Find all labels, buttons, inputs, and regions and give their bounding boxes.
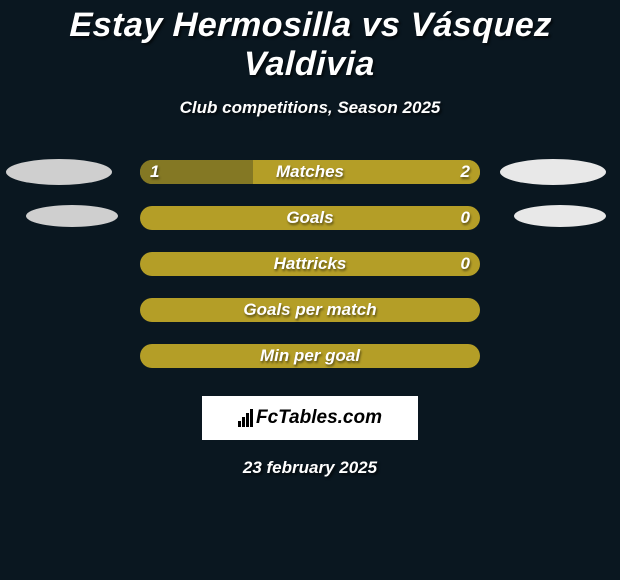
stat-bar: 12Matches: [140, 160, 480, 184]
stat-bar: 0Goals: [140, 206, 480, 230]
stat-label: Goals per match: [140, 298, 480, 322]
logo-icon: [238, 409, 253, 427]
stat-label: Min per goal: [140, 344, 480, 368]
stats-rows: 12Matches 0Goals 0Hattricks Goals per match…: [0, 160, 620, 390]
stat-row: 12Matches: [0, 160, 620, 206]
stat-bar: Min per goal: [140, 344, 480, 368]
stat-row: Min per goal: [0, 344, 620, 390]
stat-label: Hattricks: [140, 252, 480, 276]
stat-label: Matches: [140, 160, 480, 184]
page-title: Estay Hermosilla vs Vásquez Valdivia: [0, 6, 620, 84]
stat-label: Goals: [140, 206, 480, 230]
logo-text: FcTables.com: [256, 407, 382, 429]
stat-row: 0Goals: [0, 206, 620, 252]
player2-photo: [500, 159, 606, 185]
logo: FcTables.com: [238, 407, 382, 429]
player1-photo: [6, 159, 112, 185]
stat-row: Goals per match: [0, 298, 620, 344]
subtitle: Club competitions, Season 2025: [0, 98, 620, 118]
player2-photo: [514, 205, 606, 227]
logo-box: FcTables.com: [202, 396, 418, 440]
date: 23 february 2025: [0, 458, 620, 478]
stat-bar: 0Hattricks: [140, 252, 480, 276]
stat-bar: Goals per match: [140, 298, 480, 322]
comparison-panel: Estay Hermosilla vs Vásquez Valdivia Clu…: [0, 0, 620, 478]
stat-row: 0Hattricks: [0, 252, 620, 298]
player1-photo: [26, 205, 118, 227]
